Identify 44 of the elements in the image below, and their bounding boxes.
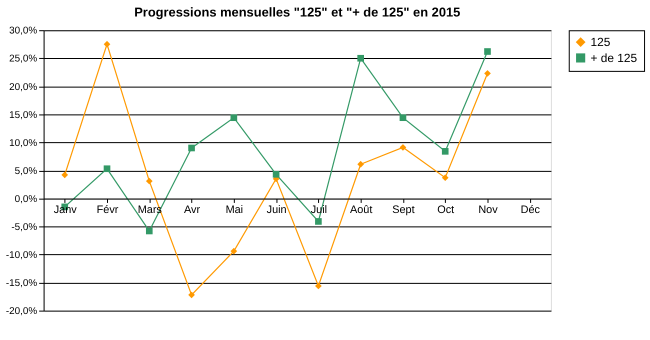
x-tick-label: Sept bbox=[392, 204, 415, 216]
x-tick-label: Févr bbox=[96, 204, 119, 216]
point bbox=[146, 228, 153, 234]
y-tick-label: -5,0% bbox=[11, 222, 38, 233]
x-tick-label: Nov bbox=[478, 204, 498, 216]
point bbox=[315, 282, 322, 290]
point bbox=[272, 171, 280, 178]
point bbox=[230, 114, 238, 122]
point bbox=[484, 70, 491, 77]
y-tick-label: 0,0% bbox=[14, 194, 38, 205]
legend-label: 125 bbox=[590, 35, 611, 50]
point bbox=[315, 218, 322, 225]
x-tick-label: Avr bbox=[184, 204, 200, 216]
y-tick-label: 20,0% bbox=[9, 82, 38, 93]
point bbox=[357, 54, 364, 62]
y-tick-label: 30,0% bbox=[9, 26, 38, 37]
x-tick-label: Mai bbox=[226, 204, 244, 216]
x-tick-label: Déc bbox=[520, 204, 540, 216]
y-tick-label: -15,0% bbox=[6, 278, 38, 290]
point bbox=[400, 144, 406, 151]
point bbox=[61, 172, 68, 178]
chart-title: Progressions mensuelles "125" et "+ de 125" en 2015 bbox=[134, 4, 460, 20]
y-tick-label: 10,0% bbox=[9, 138, 38, 149]
point bbox=[230, 248, 238, 254]
point bbox=[357, 160, 364, 168]
y-tick-label: 25,0% bbox=[9, 54, 38, 65]
y-tick-label: -10,0% bbox=[6, 250, 38, 262]
point bbox=[442, 174, 449, 182]
point bbox=[104, 40, 110, 48]
point bbox=[400, 114, 406, 122]
y-tick-label: 15,0% bbox=[9, 110, 38, 121]
point bbox=[188, 144, 195, 152]
y-tick-label: 5,0% bbox=[14, 166, 38, 177]
x-tick-label: Janv bbox=[54, 204, 78, 216]
point bbox=[146, 178, 153, 184]
point bbox=[104, 165, 110, 172]
point bbox=[442, 148, 449, 155]
x-tick-label: Oct bbox=[437, 204, 454, 216]
legend-label: + de 125 bbox=[590, 50, 638, 65]
y-tick-label: -20,0% bbox=[6, 306, 38, 318]
point bbox=[484, 48, 491, 55]
point bbox=[188, 292, 195, 298]
x-tick-label: Août bbox=[350, 204, 372, 216]
x-tick-label: Juin bbox=[266, 204, 287, 216]
